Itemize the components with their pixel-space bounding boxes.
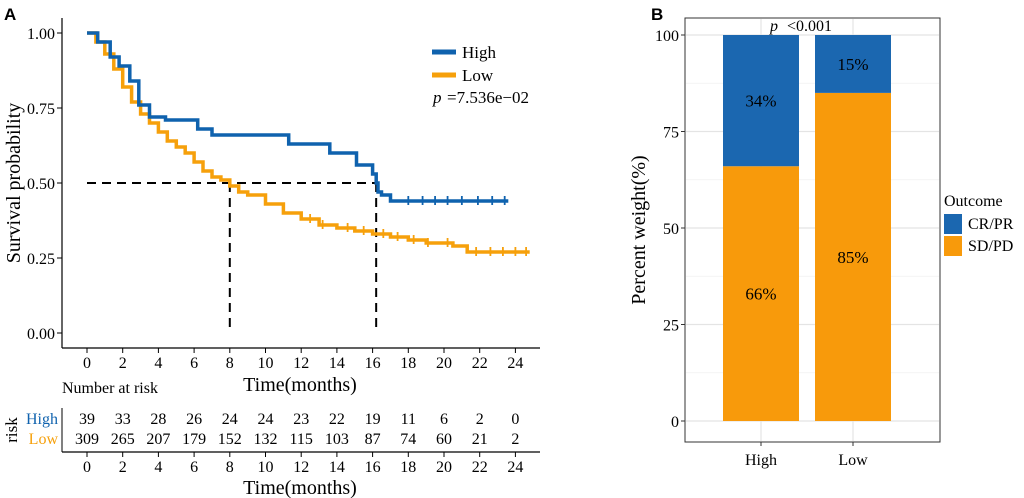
bar-p-label: p (769, 18, 778, 35)
bar-legend-title: Outcome (944, 193, 1003, 210)
km-y-tick-label: 0.50 (27, 176, 55, 193)
km-x-tick-label: 0 (83, 355, 91, 372)
km-x-tick-label: 16 (365, 355, 381, 372)
km-y-tick-label: 0.00 (27, 326, 55, 343)
risk-count-high: 6 (440, 411, 448, 428)
bar-label-crpr-high: 34% (745, 92, 776, 111)
bar-label-sdpd-low: 85% (837, 248, 868, 267)
risk-axis-label: risk (2, 417, 21, 443)
risk-count-low: 132 (254, 431, 278, 448)
risk-count-low: 207 (146, 431, 170, 448)
km-x-tick-label: 18 (400, 355, 416, 372)
bar-y-axis-title: Percent weight(%) (628, 155, 650, 304)
risk-x-tick-label: 18 (400, 459, 416, 476)
panel-b-label: B (651, 5, 663, 24)
risk-count-high: 39 (79, 411, 95, 428)
risk-count-low: 265 (111, 431, 135, 448)
km-x-tick-label: 12 (293, 355, 309, 372)
km-p-value: =7.536e−02 (447, 88, 529, 107)
risk-count-low: 2 (511, 431, 519, 448)
risk-count-low: 179 (182, 431, 206, 448)
legend-low-label: Low (462, 66, 494, 85)
km-x-axis-title: Time(months) (243, 374, 357, 396)
km-x-tick-label: 24 (507, 355, 523, 372)
bar-y-tick-label: 50 (663, 221, 679, 238)
km-y-tick-label: 1.00 (27, 26, 55, 43)
risk-count-low: 152 (218, 431, 242, 448)
risk-x-tick-label: 2 (119, 459, 127, 476)
km-curve-low (87, 31, 530, 254)
km-y-tick-label: 0.25 (27, 251, 55, 268)
risk-count-high: 19 (365, 411, 381, 428)
risk-count-high: 33 (115, 411, 131, 428)
legend-sdpd-label: SD/PD (968, 238, 1013, 255)
km-x-tick-label: 2 (119, 355, 127, 372)
risk-count-low: 87 (365, 431, 381, 448)
risk-x-tick-label: 20 (436, 459, 452, 476)
bar-y-tick-label: 25 (663, 318, 679, 335)
bar-crpr-high (723, 35, 799, 167)
risk-count-high: 11 (401, 411, 416, 428)
legend-crpr-swatch (944, 214, 962, 234)
bar-y-tick-label: 75 (663, 125, 679, 142)
km-p-label: p (432, 88, 442, 107)
risk-count-high: 26 (186, 411, 202, 428)
risk-x-tick-label: 24 (507, 459, 523, 476)
risk-count-high: 23 (293, 411, 309, 428)
risk-x-tick-label: 8 (226, 459, 234, 476)
risk-x-tick-label: 0 (83, 459, 91, 476)
risk-count-low: 74 (400, 431, 416, 448)
risk-x-tick-label: 4 (154, 459, 162, 476)
bar-y-tick-label: 0 (671, 414, 679, 431)
panel-a-label: A (4, 5, 16, 24)
km-curve-high (87, 31, 509, 203)
risk-count-high: 2 (476, 411, 484, 428)
km-x-tick-label: 20 (436, 355, 452, 372)
bar-crpr-low (815, 35, 891, 93)
bar-sdpd-low (815, 92, 891, 422)
risk-row-label-low: Low (29, 431, 59, 448)
risk-count-high: 0 (511, 411, 519, 428)
bar-sdpd-high (723, 166, 799, 421)
risk-x-tick-label: 16 (365, 459, 381, 476)
risk-count-low: 21 (472, 431, 488, 448)
risk-table-title: Number at risk (62, 380, 158, 397)
km-x-tick-label: 22 (472, 355, 488, 372)
bar-label-crpr-low: 15% (837, 55, 868, 74)
km-x-tick-label: 10 (258, 355, 274, 372)
risk-x-tick-label: 14 (329, 459, 345, 476)
risk-row-label-high: High (26, 411, 58, 428)
bar-y-tick-label: 100 (655, 28, 679, 45)
km-y-tick-label: 0.75 (27, 101, 55, 118)
risk-count-high: 22 (329, 411, 345, 428)
bar-x-tick-label: Low (838, 452, 868, 469)
km-x-tick-label: 4 (154, 355, 162, 372)
risk-count-low: 309 (75, 431, 99, 448)
risk-x-tick-label: 10 (258, 459, 274, 476)
risk-count-low: 103 (325, 431, 349, 448)
legend-sdpd-swatch (944, 236, 962, 256)
km-x-tick-label: 8 (226, 355, 234, 372)
legend-high-label: High (462, 43, 497, 62)
risk-x-tick-label: 22 (472, 459, 488, 476)
km-y-axis-title: Survival probability (3, 103, 25, 264)
risk-x-axis-title: Time(months) (243, 477, 357, 498)
risk-x-tick-label: 12 (293, 459, 309, 476)
risk-count-low: 115 (289, 431, 312, 448)
bar-x-tick-label: High (745, 452, 777, 469)
risk-count-high: 24 (258, 411, 274, 428)
km-x-tick-label: 6 (190, 355, 198, 372)
risk-count-high: 24 (222, 411, 238, 428)
risk-count-high: 28 (150, 411, 166, 428)
km-x-tick-label: 14 (329, 355, 345, 372)
risk-x-tick-label: 6 (190, 459, 198, 476)
legend-crpr-label: CR/PR (968, 216, 1014, 233)
bar-label-sdpd-high: 66% (745, 285, 776, 304)
risk-count-low: 60 (436, 431, 452, 448)
bar-p-value: <0.001 (787, 18, 832, 35)
